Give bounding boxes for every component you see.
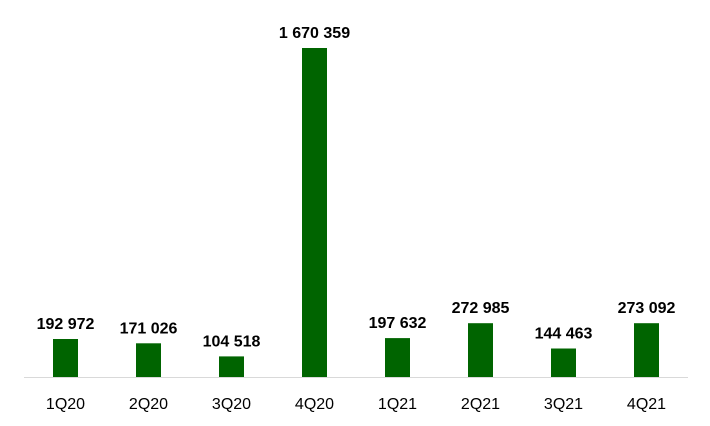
value-label-1Q21: 197 632: [369, 315, 427, 332]
bar-3Q21: [551, 349, 576, 378]
category-label-1Q21: 1Q21: [378, 396, 417, 413]
category-label-3Q21: 3Q21: [544, 396, 583, 413]
bar-3Q20: [219, 356, 244, 377]
value-labels-group: 192 972 171 026 104 518 1 670 359 197 632 272…: [37, 25, 676, 350]
value-label-2Q20: 171 026: [120, 320, 178, 337]
category-label-2Q21: 2Q21: [461, 396, 500, 413]
category-label-4Q20: 4Q20: [295, 396, 334, 413]
category-label-3Q20: 3Q20: [212, 396, 251, 413]
bar-2Q21: [468, 323, 493, 377]
bar-2Q20: [136, 343, 161, 377]
value-label-1Q20: 192 972: [37, 316, 95, 333]
value-label-2Q21: 272 985: [452, 300, 510, 317]
bar-4Q21: [634, 323, 659, 377]
category-label-2Q20: 2Q20: [129, 396, 168, 413]
category-labels-group: 1Q20 2Q20 3Q20 4Q20 1Q21 2Q21 3Q21 4Q21: [46, 396, 666, 413]
value-label-4Q20: 1 670 359: [279, 25, 350, 42]
bar-4Q20: [302, 48, 327, 377]
value-label-3Q21: 144 463: [535, 326, 593, 343]
value-label-3Q20: 104 518: [203, 333, 261, 350]
value-label-4Q21: 273 092: [618, 300, 676, 317]
bar-1Q20: [53, 339, 78, 377]
bar-1Q21: [385, 338, 410, 377]
category-label-4Q21: 4Q21: [627, 396, 666, 413]
category-label-1Q20: 1Q20: [46, 396, 85, 413]
